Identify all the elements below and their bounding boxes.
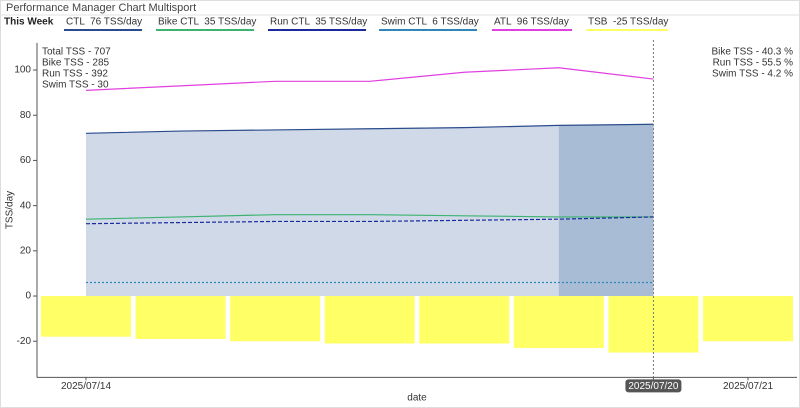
x-tick-label: 2025/07/21 — [723, 381, 773, 392]
area-highlight — [558, 124, 654, 297]
summary-left: Run TSS - 392 — [42, 69, 108, 80]
summary-left: Bike TSS - 285 — [42, 58, 110, 69]
series-line — [85, 123, 654, 134]
y-tick-label: 40 — [20, 200, 32, 211]
y-tick-label: 80 — [20, 110, 32, 121]
summary-left: Swim TSS - 30 — [42, 80, 109, 91]
y-tick-label: 60 — [20, 155, 32, 166]
legend-label: Run CTL 35 TSS/day — [270, 17, 367, 28]
y-tick-label: 20 — [20, 245, 32, 256]
legend-label: CTL 76 TSS/day — [66, 17, 142, 28]
x-tick-label: 2025/07/20 — [628, 381, 678, 392]
bar — [324, 296, 415, 344]
summary-left: Total TSS - 707 — [42, 47, 111, 58]
series-line — [85, 216, 654, 225]
x-axis-label: date — [407, 393, 427, 404]
legend-label: ATL 96 TSS/day — [494, 17, 569, 28]
x-tick-label: 2025/07/14 — [61, 381, 111, 392]
summary-right: Run TSS - 55.5 % — [713, 58, 794, 69]
summary-right: Bike TSS - 40.3 % — [711, 47, 793, 58]
y-tick-label: 0 — [25, 291, 31, 302]
series-line — [85, 214, 654, 220]
y-axis-label: TSS/day — [5, 191, 16, 229]
legend-label: Swim CTL 6 TSS/day — [381, 17, 479, 28]
y-tick-label: 100 — [14, 65, 31, 76]
y-tick-label: -20 — [17, 336, 32, 347]
legend-label: TSB -25 TSS/day — [588, 17, 668, 28]
bar — [41, 296, 131, 337]
bar — [135, 296, 226, 339]
bar — [702, 296, 793, 342]
bar — [230, 296, 321, 342]
bar — [513, 296, 604, 349]
bar — [419, 296, 510, 344]
period-label: This Week — [4, 17, 54, 28]
series-line — [85, 67, 654, 91]
x-label-highlight — [625, 379, 682, 393]
chart-title: Performance Manager Chart Multisport — [6, 2, 196, 14]
summary-right: Swim TSS - 4.2 % — [712, 69, 793, 80]
legend-label: Bike CTL 35 TSS/day — [158, 17, 256, 28]
area-fill — [86, 124, 654, 297]
